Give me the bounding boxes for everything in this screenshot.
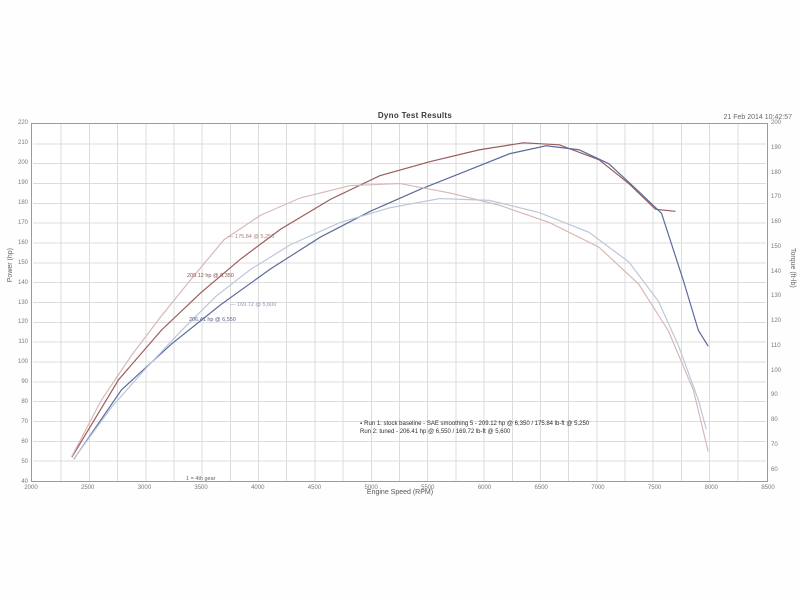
y-left-tick-label: 150 bbox=[17, 259, 28, 266]
y-left-tick-label: 180 bbox=[17, 199, 28, 206]
y-right-tick-label: 100 bbox=[771, 367, 782, 374]
curve-peak-label: 206.41 hp @ 6,550 bbox=[189, 317, 236, 323]
y-left-tick-label: 220 bbox=[17, 120, 28, 126]
y-right-tick-label: 180 bbox=[771, 169, 782, 176]
y-right-tick-label: 90 bbox=[771, 392, 778, 399]
x-tick-label: 5000 bbox=[364, 485, 378, 491]
curve-peak-label: — 169.72 @ 5,600 bbox=[230, 302, 277, 308]
y-right-tick-label: 70 bbox=[771, 441, 778, 448]
x-tick-label: 5500 bbox=[421, 485, 435, 491]
series-line-4 bbox=[73, 197, 707, 460]
y-left-tick-label: 210 bbox=[17, 139, 28, 146]
x-tick-label: 2500 bbox=[81, 485, 95, 491]
grid-lines bbox=[33, 124, 766, 481]
y-axis-right-title: Torque (ft-lb) bbox=[789, 248, 796, 288]
x-tick-label: 4000 bbox=[251, 485, 265, 491]
x-tick-label: 7000 bbox=[591, 485, 605, 491]
x-tick-label: 6500 bbox=[534, 485, 548, 491]
y-right-tick-label: 60 bbox=[771, 466, 778, 473]
y-right-tick-label: 200 bbox=[771, 120, 782, 126]
y-left-tick-label: 70 bbox=[21, 419, 28, 426]
y-right-tick-label: 120 bbox=[771, 318, 782, 325]
curve-peak-label: 209.12 hp @ 6,350 bbox=[187, 273, 234, 279]
y-left-tick-label: 80 bbox=[21, 399, 28, 406]
y-left-tick-label: 190 bbox=[17, 179, 28, 186]
y-right-tick-label: 150 bbox=[771, 243, 782, 250]
plot-area bbox=[31, 123, 768, 482]
note-marker-icon: ▪ bbox=[360, 421, 363, 427]
x-tick-label: 4500 bbox=[307, 485, 322, 491]
series-line-1 bbox=[71, 142, 676, 458]
gear-note: 1 = 4th gear bbox=[186, 476, 216, 482]
y-left-tick-label: 110 bbox=[18, 339, 28, 346]
y-right-tick-label: 160 bbox=[771, 219, 782, 226]
note-line-1: Run 1: stock baseline - SAE smoothing 5 … bbox=[364, 421, 590, 427]
y-right-tick-label: 110 bbox=[771, 342, 781, 349]
y-left-tick-label: 120 bbox=[17, 319, 28, 326]
y-right-tick-label: 130 bbox=[771, 293, 782, 300]
curve-peak-label: — 175.84 @ 5,250 bbox=[228, 234, 275, 240]
y-left-tick-label: 170 bbox=[17, 219, 28, 226]
y-left-tick-label: 130 bbox=[17, 299, 28, 306]
series-line-2 bbox=[73, 145, 709, 460]
page-title: Dyno Test Results bbox=[377, 111, 453, 120]
chart-canvas bbox=[33, 124, 766, 481]
y-left-tick-label: 90 bbox=[21, 379, 28, 386]
x-tick-label: 7500 bbox=[647, 485, 662, 491]
series-line-3 bbox=[71, 182, 709, 457]
y-right-tick-label: 80 bbox=[771, 417, 778, 424]
x-tick-label: 8000 bbox=[704, 485, 718, 491]
y-left-tick-label: 40 bbox=[21, 479, 28, 485]
y-right-tick-label: 190 bbox=[771, 144, 782, 151]
y-left-tick-label: 140 bbox=[17, 279, 28, 286]
x-tick-label: 6000 bbox=[477, 485, 492, 491]
y-right-tick-label: 170 bbox=[771, 194, 782, 201]
x-tick-label: 2000 bbox=[24, 485, 38, 491]
x-tick-label: 3500 bbox=[194, 485, 208, 491]
y-left-tick-label: 160 bbox=[17, 239, 28, 246]
note-line-2: Run 2: tuned - 206.41 hp @ 6,550 / 169.7… bbox=[360, 428, 511, 435]
y-left-tick-label: 100 bbox=[17, 359, 28, 366]
run-notes: ▪ Run 1: stock baseline - SAE smoothing 5… bbox=[360, 421, 660, 436]
y-right-tick-label: 140 bbox=[771, 268, 782, 275]
x-tick-label: 3000 bbox=[137, 485, 152, 491]
x-axis-title: Engine Speed (RPM) bbox=[366, 489, 434, 496]
report-meta-text: 21 Feb 2014 10:42:57 bbox=[723, 114, 792, 121]
x-tick-label: 8500 bbox=[761, 485, 775, 491]
y-left-tick-label: 60 bbox=[21, 439, 28, 446]
y-left-tick-label: 200 bbox=[17, 159, 28, 166]
y-left-tick-label: 50 bbox=[21, 459, 28, 466]
